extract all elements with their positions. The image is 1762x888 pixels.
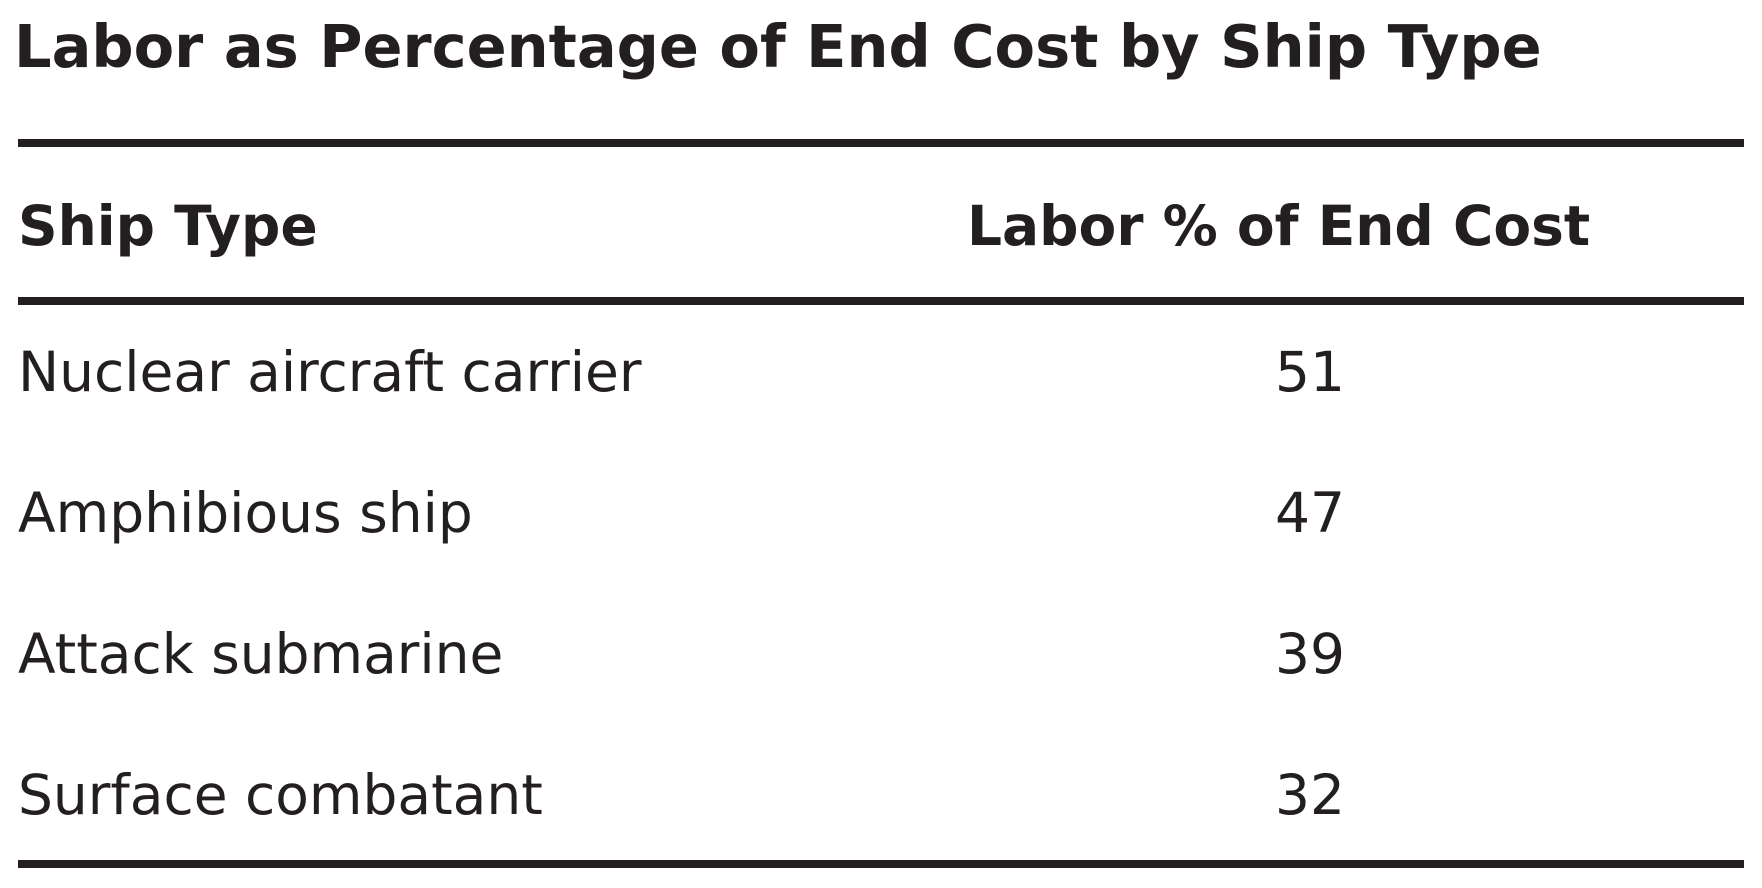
labor-percent-cell: 47	[1275, 481, 1345, 545]
ship-type-cell: Attack submarine	[18, 622, 504, 686]
labor-percent-cell: 32	[1275, 763, 1345, 827]
table-bottom-rule	[18, 860, 1744, 868]
ship-type-cell: Surface combatant	[18, 763, 543, 827]
ship-type-cell: Amphibious ship	[18, 481, 473, 545]
table-title: Labor as Percentage of End Cost by Ship …	[14, 12, 1542, 81]
column-header-labor-percent: Labor % of End Cost	[967, 194, 1591, 258]
table-row: Amphibious ship 47	[0, 463, 1762, 563]
table-row: Surface combatant 32	[0, 745, 1762, 845]
column-header-ship-type: Ship Type	[18, 194, 318, 258]
ship-type-cell: Nuclear aircraft carrier	[18, 340, 642, 404]
table-top-rule	[18, 139, 1744, 147]
table-row: Nuclear aircraft carrier 51	[0, 322, 1762, 422]
labor-percent-cell: 39	[1275, 622, 1345, 686]
table-row: Attack submarine 39	[0, 604, 1762, 704]
header-rule	[18, 297, 1744, 305]
labor-percent-cell: 51	[1275, 340, 1345, 404]
